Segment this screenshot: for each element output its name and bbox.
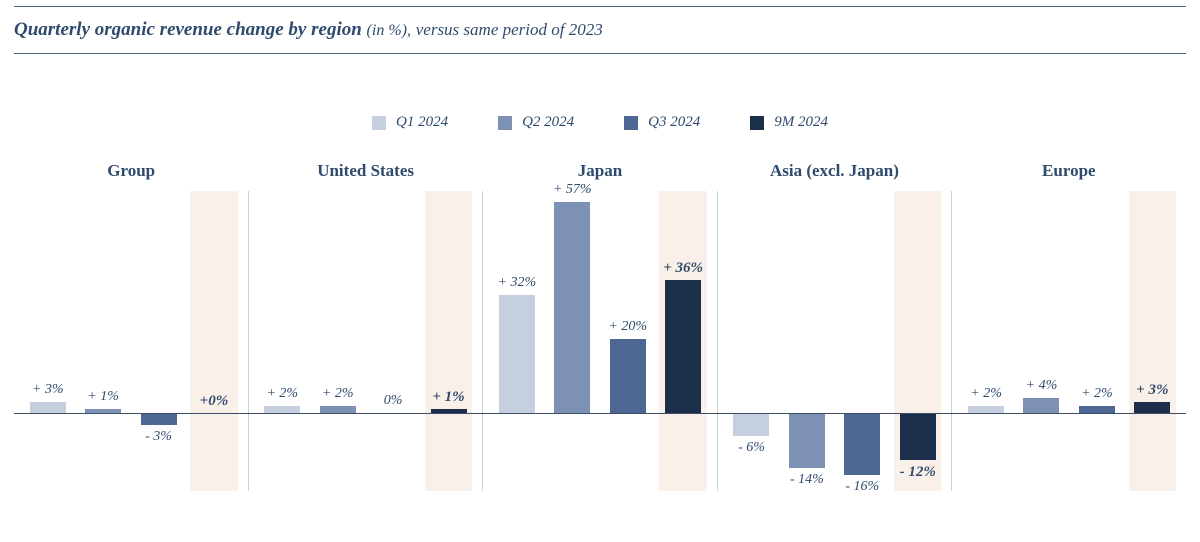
bar-value-label: + 2% — [314, 386, 361, 402]
bar-rect — [789, 413, 825, 468]
bar-value-label: - 14% — [783, 472, 830, 488]
bar-value-label: + 1% — [79, 389, 126, 405]
legend-swatch — [624, 116, 638, 130]
bar-column: - 3% — [135, 191, 182, 491]
bar-value-label: + 32% — [493, 275, 540, 291]
bar-rect — [610, 339, 646, 413]
bar-column: + 2% — [1073, 191, 1120, 491]
bars-row: + 2% + 4% + 2% + 3% — [952, 191, 1186, 491]
bar-column: + 2% — [259, 191, 306, 491]
bars-row: + 32% + 57% + 20% + 36% — [483, 191, 717, 491]
bar-column: + 2% — [314, 191, 361, 491]
legend-item: 9M 2024 — [750, 114, 828, 131]
bar-column: +0% — [190, 191, 237, 491]
bar-rect — [733, 413, 769, 436]
chart-title-main: Quarterly organic revenue change by regi… — [14, 19, 362, 40]
chart-header: Quarterly organic revenue change by regi… — [14, 6, 1186, 54]
legend-item: Q1 2024 — [372, 114, 448, 131]
legend-label: 9M 2024 — [774, 114, 828, 131]
legend-label: Q2 2024 — [522, 114, 574, 131]
region-group: + 32% + 57% + 20% + 36% — [483, 191, 718, 491]
legend-item: Q2 2024 — [498, 114, 574, 131]
bar-column: + 1% — [425, 191, 472, 491]
legend-swatch — [750, 116, 764, 130]
bar-rect — [844, 413, 880, 475]
bar-column: + 4% — [1018, 191, 1065, 491]
region-title: Japan — [483, 161, 717, 181]
bar-column: + 57% — [549, 191, 596, 491]
region-title: Group — [14, 161, 248, 181]
legend-swatch — [372, 116, 386, 130]
legend-swatch — [498, 116, 512, 130]
region-titles-row: GroupUnited StatesJapanAsia (excl. Japan… — [14, 161, 1186, 181]
zero-baseline — [14, 413, 1186, 414]
bar-value-label: + 3% — [1129, 382, 1176, 399]
bar-rect — [30, 402, 66, 413]
bar-column: - 16% — [839, 191, 886, 491]
bar-value-label: - 16% — [839, 479, 886, 495]
bar-value-label: + 2% — [259, 386, 306, 402]
bars-row: - 6% - 14% - 16% - 12% — [718, 191, 952, 491]
bar-value-label: + 2% — [1073, 386, 1120, 402]
bar-column: - 14% — [783, 191, 830, 491]
region-title: United States — [248, 161, 482, 181]
bar-column: 0% — [369, 191, 416, 491]
bar-value-label: + 36% — [659, 260, 706, 277]
bar-value-label: + 1% — [425, 389, 472, 406]
bar-column: + 36% — [659, 191, 706, 491]
bar-value-label: - 12% — [894, 464, 941, 481]
region-title: Europe — [952, 161, 1186, 181]
bar-rect — [900, 413, 936, 460]
bar-value-label: + 4% — [1018, 378, 1065, 394]
bar-value-label: 0% — [369, 393, 416, 409]
bar-value-label: - 3% — [135, 429, 182, 445]
bar-rect — [554, 202, 590, 413]
bar-rect — [1134, 402, 1170, 413]
bar-value-label: - 6% — [728, 440, 775, 456]
chart-area: GroupUnited StatesJapanAsia (excl. Japan… — [14, 161, 1186, 491]
bars-row: + 3% + 1% - 3% +0% — [14, 191, 248, 491]
bar-column: + 20% — [604, 191, 651, 491]
plot-area: + 3%+ 1%- 3%+0%+ 2%+ 2%0%+ 1%+ 32%+ 57%+… — [14, 191, 1186, 491]
bar-rect — [264, 406, 300, 413]
region-group: + 2% + 4% + 2% + 3% — [952, 191, 1186, 491]
bar-column: - 6% — [728, 191, 775, 491]
chart-title-paren: (in %), — [367, 22, 411, 39]
bar-rect — [320, 406, 356, 413]
legend-label: Q1 2024 — [396, 114, 448, 131]
bar-value-label: + 57% — [549, 182, 596, 198]
bar-value-label: + 2% — [962, 386, 1009, 402]
chart-legend: Q1 2024 Q2 2024 Q3 2024 9M 2024 — [0, 114, 1200, 131]
bar-groups: + 3%+ 1%- 3%+0%+ 2%+ 2%0%+ 1%+ 32%+ 57%+… — [14, 191, 1186, 491]
bar-rect — [141, 413, 177, 425]
legend-item: Q3 2024 — [624, 114, 700, 131]
bar-rect — [1079, 406, 1115, 413]
bar-value-label: +0% — [190, 393, 237, 410]
bar-column: - 12% — [894, 191, 941, 491]
bar-value-label: + 20% — [604, 319, 651, 335]
bar-value-label: + 3% — [24, 382, 71, 398]
region-group: - 6% - 14% - 16% - 12% — [718, 191, 953, 491]
bar-rect — [499, 295, 535, 413]
bar-column: + 2% — [962, 191, 1009, 491]
chart-title-sub: versus same period of 2023 — [416, 20, 603, 39]
region-title: Asia (excl. Japan) — [717, 161, 951, 181]
legend-label: Q3 2024 — [648, 114, 700, 131]
region-group: + 2% + 2% 0% + 1% — [249, 191, 484, 491]
bar-rect — [1023, 398, 1059, 413]
region-group: + 3% + 1% - 3% +0% — [14, 191, 249, 491]
bars-row: + 2% + 2% 0% + 1% — [249, 191, 483, 491]
bar-rect — [665, 280, 701, 413]
bar-rect — [968, 406, 1004, 413]
bar-column: + 1% — [79, 191, 126, 491]
bar-column: + 32% — [493, 191, 540, 491]
bar-column: + 3% — [1129, 191, 1176, 491]
bar-column: + 3% — [24, 191, 71, 491]
